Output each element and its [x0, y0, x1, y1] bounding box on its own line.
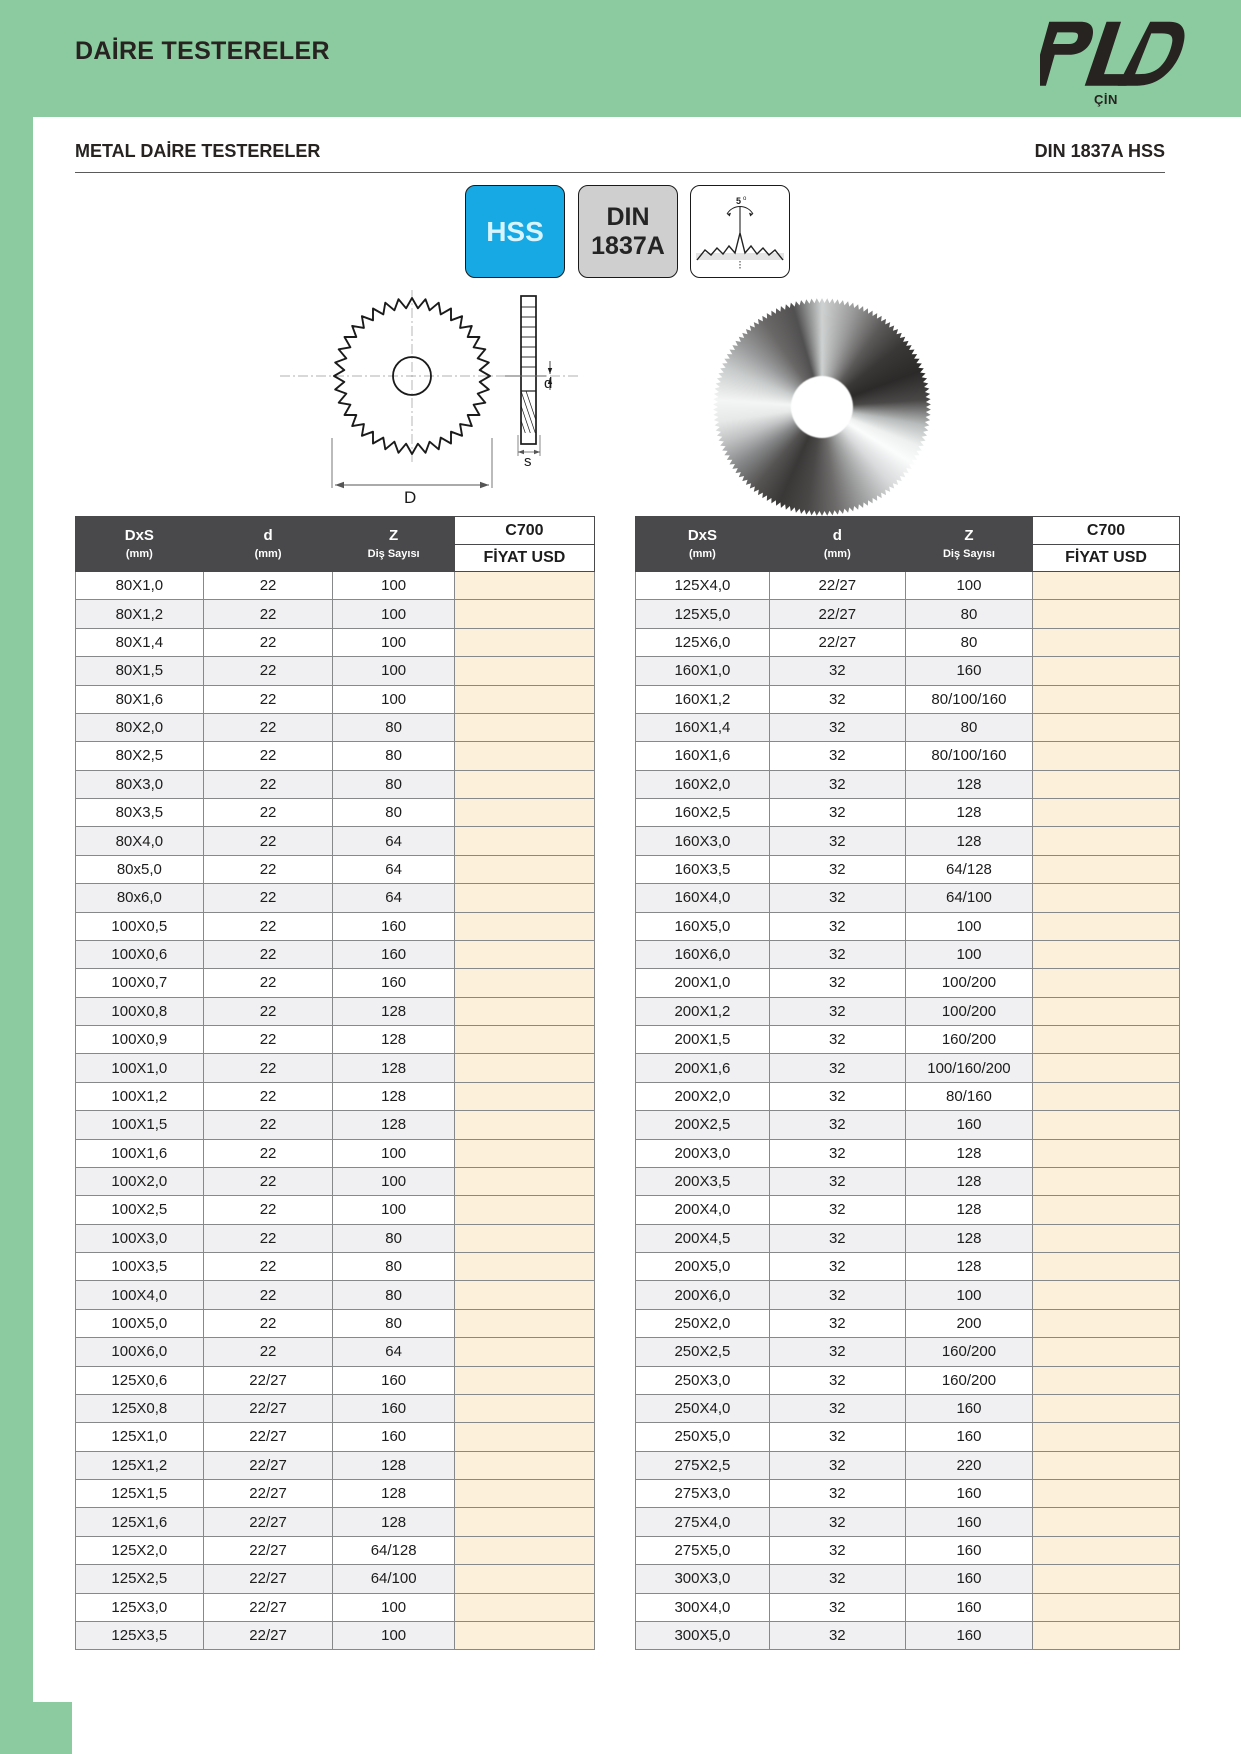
svg-text:o: o: [743, 196, 747, 202]
svg-text:s: s: [524, 453, 532, 470]
svg-text:5: 5: [736, 196, 741, 206]
svg-text:d: d: [544, 375, 552, 392]
svg-text:D: D: [404, 488, 416, 507]
